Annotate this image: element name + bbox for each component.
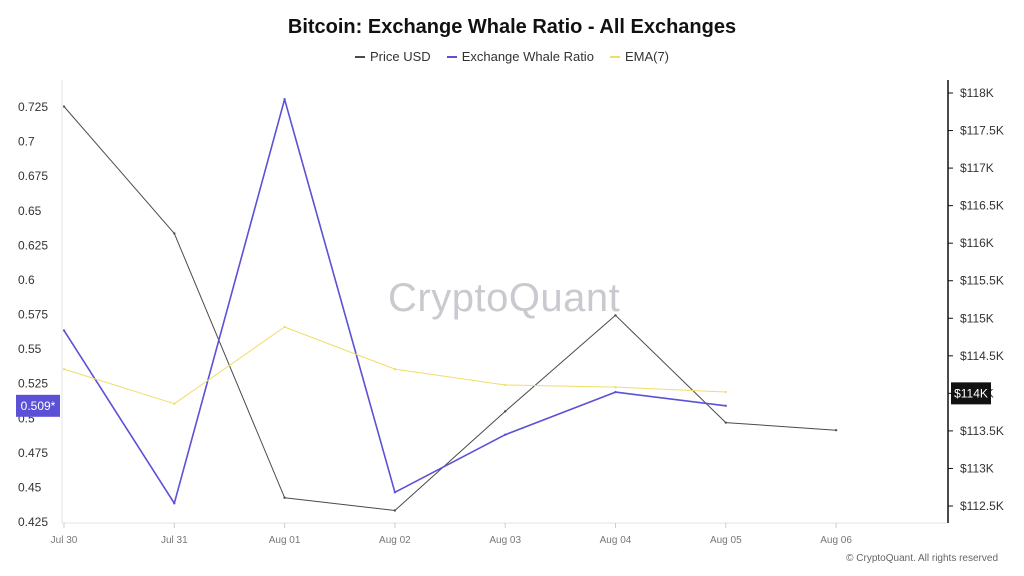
data-point: [393, 509, 397, 512]
ema-line: [63, 326, 726, 405]
x-axis-tick-label: Aug 05: [710, 535, 742, 546]
data-point: [504, 433, 507, 436]
left-value-marker-box: [16, 394, 60, 417]
data-point: [62, 329, 66, 332]
legend-swatch-ema: [609, 55, 620, 58]
data-point: [724, 421, 727, 424]
legend-item-ema[interactable]: EMA(7): [609, 49, 669, 64]
right-axis-tick-label: $115.5K: [960, 274, 1004, 288]
data-point: [173, 232, 176, 235]
right-axis-tick-label: $116K: [960, 236, 994, 250]
right-axis-tick-label: $117K: [960, 161, 994, 175]
data-point: [504, 410, 507, 413]
x-axis-tick-label: Jul 31: [161, 535, 188, 546]
left-axis-tick-label: 0.525: [18, 377, 48, 391]
right-value-marker-box: [951, 382, 991, 405]
left-axis-tick-label: 0.65: [18, 204, 42, 218]
right-axis-tick-label: $113.5K: [960, 424, 1004, 438]
x-axis-tick-label: Aug 02: [379, 535, 411, 546]
legend-label-whale-ratio: Exchange Whale Ratio: [461, 49, 594, 64]
left-axis-tick-label: 0.55: [18, 342, 42, 356]
right-axis-tick-label: $114.5K: [960, 349, 1004, 363]
chart-legend: Price USD Exchange Whale Ratio EMA(7): [0, 49, 1024, 64]
data-point: [724, 390, 727, 394]
data-point: [62, 367, 66, 371]
chart-title: Bitcoin: Exchange Whale Ratio - All Exch…: [287, 16, 737, 38]
right-axis-tick-label: $113K: [960, 461, 994, 475]
data-point: [173, 402, 176, 405]
left-axis-tick-label: 0.575: [18, 308, 48, 322]
data-point: [62, 105, 66, 108]
right-axis-tick-label: $115K: [960, 311, 994, 325]
data-point: [614, 385, 617, 389]
left-axis-tick-label: 0.7: [18, 135, 35, 149]
left-axis-tick-label: 0.725: [18, 100, 48, 114]
left-axis-tick-label: 0.425: [18, 515, 48, 529]
left-value-marker-label: 0.509*: [21, 399, 56, 413]
left-axis-tick-label: 0.625: [18, 238, 48, 252]
left-axis-tick-label: 0.675: [18, 169, 48, 183]
x-axis-tick-label: Aug 03: [489, 535, 521, 546]
right-value-marker-label: $114K: [954, 386, 988, 400]
data-point: [614, 390, 617, 394]
x-axis-tick-label: Aug 04: [600, 535, 632, 546]
data-point: [393, 491, 397, 494]
data-point: [724, 404, 727, 407]
legend-item-price[interactable]: Price USD: [355, 49, 431, 64]
right-axis-tick-label: $112.5K: [960, 499, 1004, 513]
data-point: [283, 496, 286, 499]
left-axis-tick-label: 0.45: [18, 480, 42, 494]
legend-swatch-whale-ratio: [446, 55, 457, 58]
data-point: [283, 98, 286, 101]
right-axis-tick-label: $117.5K: [960, 124, 1004, 138]
data-point: [393, 367, 397, 371]
legend-label-price: Price USD: [370, 49, 431, 64]
price-usd-line: [63, 106, 837, 511]
data-point: [834, 428, 838, 432]
copyright-text: © CryptoQuant. All rights reserved: [846, 553, 998, 564]
legend-label-ema: EMA(7): [624, 49, 669, 64]
x-axis-tick-label: Aug 01: [269, 535, 301, 546]
data-point: [614, 314, 617, 317]
whale-ratio-line: [63, 98, 726, 505]
right-axis-tick-label: $118K: [960, 86, 994, 100]
data-point: [504, 383, 507, 387]
x-axis-tick-label: Jul 30: [51, 535, 78, 546]
right-axis-tick-label: $116.5K: [960, 199, 1004, 213]
legend-item-whale-ratio[interactable]: Exchange Whale Ratio: [446, 49, 594, 64]
data-point: [283, 325, 286, 329]
legend-swatch-price: [355, 55, 365, 58]
x-axis-tick-label: Aug 06: [820, 535, 852, 546]
watermark-logo: CryptoQuant: [388, 276, 621, 320]
data-point: [173, 502, 176, 505]
left-axis-tick-label: 0.475: [18, 446, 48, 460]
left-axis-tick-label: 0.6: [18, 273, 35, 287]
